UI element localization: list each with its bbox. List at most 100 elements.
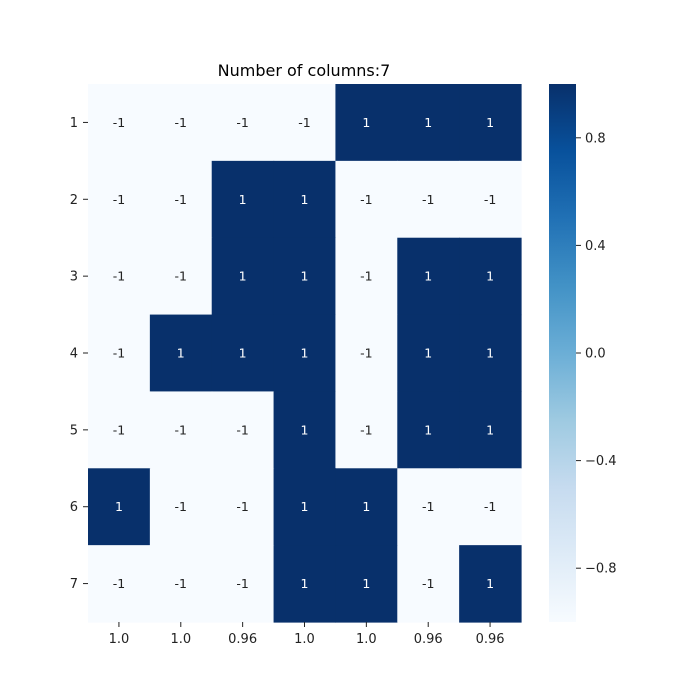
heatmap-cell xyxy=(397,237,460,316)
heatmap-cell xyxy=(273,391,337,469)
colorbar: 0.8 0.4 0.0 −0.4 −0.8 xyxy=(549,84,617,622)
heatmap-cell xyxy=(149,314,213,393)
cell-value-label: 1 xyxy=(301,576,309,591)
y-tick-label: 4 xyxy=(70,347,78,362)
cell-value-label: 1 xyxy=(177,346,185,361)
heatmap-cell xyxy=(397,545,460,623)
y-tick-label: 2 xyxy=(70,193,78,208)
cell-value-label: -1 xyxy=(113,115,125,130)
heatmap-cell xyxy=(88,314,151,393)
cell-value-label: -1 xyxy=(113,576,125,591)
x-tick-label: 0.96 xyxy=(414,632,443,647)
heatmap-cell xyxy=(149,237,213,316)
heatmap-cell xyxy=(459,545,522,623)
x-tick-label: 1.0 xyxy=(170,632,191,647)
heatmap-cell xyxy=(459,237,522,316)
cell-value-label: 1 xyxy=(424,269,432,284)
cell-value-label: -1 xyxy=(113,422,125,437)
heatmap-cell xyxy=(149,545,213,623)
cell-value-label: 1 xyxy=(486,346,494,361)
colorbar-tick-label: 0.0 xyxy=(585,347,606,362)
cell-value-label: 1 xyxy=(239,346,247,361)
heatmap-cell xyxy=(273,545,337,623)
cell-value-label: -1 xyxy=(484,499,496,514)
cell-value-label: -1 xyxy=(113,269,125,284)
heatmap-cell xyxy=(459,84,522,162)
cell-value-label: 1 xyxy=(424,422,432,437)
heatmap-cell xyxy=(88,237,151,316)
cell-value-label: -1 xyxy=(360,269,372,284)
heatmap-cell xyxy=(88,391,151,469)
heatmap-cell xyxy=(459,314,522,393)
heatmap-cell xyxy=(211,468,275,546)
cell-value-label: 1 xyxy=(486,422,494,437)
heatmap-cell xyxy=(397,84,460,162)
heatmap-cell-labels: -1 -1 -1 -1 1 1 1 -1 -1 1 1 -1 -1 -1 -1 -1 1 1 -1 1 1 -1 1 1 1 -1… xyxy=(113,115,497,591)
x-tick-label: 1.0 xyxy=(294,632,315,647)
x-axis: 1.0 1.0 0.96 1.0 1.0 0.96 0.96 xyxy=(109,622,505,647)
heatmap-cell xyxy=(273,314,337,393)
x-tick-label: 0.96 xyxy=(476,632,505,647)
y-tick-label: 6 xyxy=(70,500,78,515)
heatmap-cell xyxy=(211,160,275,239)
cell-value-label: 1 xyxy=(486,269,494,284)
heatmap-cell xyxy=(335,237,398,316)
heatmap-cell xyxy=(273,84,337,162)
cell-value-label: 1 xyxy=(115,499,123,514)
heatmap-cell xyxy=(335,160,398,239)
y-tick-label: 3 xyxy=(70,270,78,285)
cell-value-label: 1 xyxy=(424,115,432,130)
heatmap-cell xyxy=(273,237,337,316)
heatmap-cell xyxy=(88,160,151,239)
cell-value-label: -1 xyxy=(175,192,187,207)
cell-value-label: -1 xyxy=(236,576,248,591)
cell-value-label: -1 xyxy=(422,192,434,207)
cell-value-label: -1 xyxy=(360,192,372,207)
heatmap-cell xyxy=(88,545,151,623)
heatmap-cell xyxy=(88,468,151,546)
x-tick-label: 1.0 xyxy=(109,632,130,647)
heatmap-cell xyxy=(211,545,275,623)
cell-value-label: -1 xyxy=(236,115,248,130)
heatmap-cell xyxy=(149,160,213,239)
heatmap-cell xyxy=(149,84,213,162)
heatmap-cell xyxy=(459,160,522,239)
heatmap-cell xyxy=(397,314,460,393)
cell-value-label: 1 xyxy=(301,192,309,207)
cell-value-label: -1 xyxy=(113,192,125,207)
colorbar-tick-label: 0.8 xyxy=(585,131,606,146)
heatmap-cell xyxy=(211,314,275,393)
heatmap-cell xyxy=(397,468,460,546)
colorbar-tick-label: 0.4 xyxy=(585,239,606,254)
heatmap-cell xyxy=(459,468,522,546)
cell-value-label: 1 xyxy=(301,346,309,361)
cell-value-label: -1 xyxy=(175,269,187,284)
cell-value-label: 1 xyxy=(486,576,494,591)
heatmap-cell xyxy=(211,237,275,316)
cell-value-label: 1 xyxy=(362,115,370,130)
cell-value-label: -1 xyxy=(175,576,187,591)
cell-value-label: 1 xyxy=(301,499,309,514)
colorbar-tick-label: −0.4 xyxy=(585,454,617,469)
heatmap-cell xyxy=(88,84,151,162)
heatmap-cells xyxy=(88,84,522,623)
cell-value-label: 1 xyxy=(486,115,494,130)
colorbar-gradient xyxy=(549,84,576,622)
heatmap-cell xyxy=(335,314,398,393)
colorbar-tick-label: −0.8 xyxy=(585,562,617,577)
heatmap-cell xyxy=(273,468,337,546)
cell-value-label: -1 xyxy=(360,346,372,361)
heatmap-cell xyxy=(459,391,522,469)
heatmap-cell xyxy=(273,160,337,239)
heatmap-cell xyxy=(211,391,275,469)
cell-value-label: -1 xyxy=(175,115,187,130)
cell-value-label: -1 xyxy=(484,192,496,207)
heatmap-cell xyxy=(335,468,398,546)
cell-value-label: 1 xyxy=(239,192,247,207)
cell-value-label: -1 xyxy=(236,499,248,514)
heatmap-cell xyxy=(397,391,460,469)
y-tick-label: 5 xyxy=(70,423,78,438)
x-tick-label: 1.0 xyxy=(356,632,377,647)
chart-title: Number of columns:7 xyxy=(218,61,391,80)
